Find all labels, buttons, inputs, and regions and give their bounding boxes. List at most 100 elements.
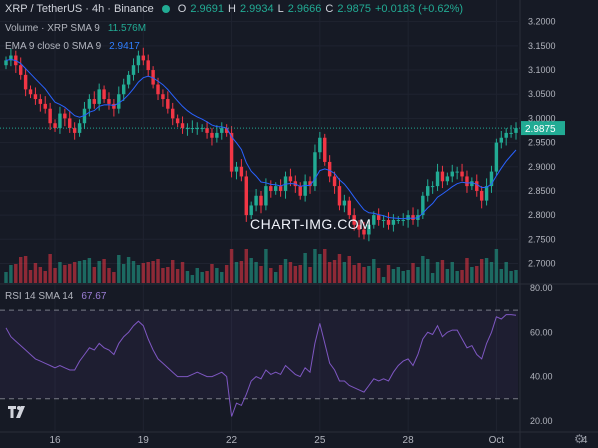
- candle-body: [48, 108, 52, 124]
- volume-bar: [440, 260, 445, 283]
- volume-bar: [509, 271, 513, 283]
- volume-bar: [259, 266, 263, 283]
- candle-body: [411, 215, 415, 220]
- candle-body: [77, 123, 82, 133]
- price-tick-label: 3.1000: [528, 65, 556, 75]
- candle-body: [195, 128, 199, 130]
- volume-bar: [347, 256, 351, 283]
- volume-bar: [234, 262, 239, 283]
- volume-bar: [92, 267, 96, 283]
- candle-body: [161, 94, 165, 100]
- rsi-label: RSI 14 SMA 14: [5, 291, 74, 302]
- rsi-value: 67.67: [81, 291, 107, 302]
- gear-icon[interactable]: ⚙: [574, 432, 585, 446]
- candle-body: [430, 186, 435, 188]
- candle-body: [489, 171, 494, 187]
- candle-body: [509, 132, 513, 134]
- candle-body: [33, 94, 38, 100]
- candle-body: [254, 195, 258, 206]
- candle-body: [220, 128, 224, 133]
- candle-body: [4, 60, 8, 66]
- candle-body: [205, 128, 209, 133]
- high-label: H: [228, 3, 236, 15]
- candle-body: [18, 65, 23, 75]
- symbol-title[interactable]: XRP / TetherUS · 4h · Binance: [5, 3, 154, 15]
- ema-legend[interactable]: EMA 9 close 0 SMA 9 2.9417: [5, 41, 140, 52]
- volume-bar: [136, 265, 141, 283]
- candle-body: [141, 55, 146, 61]
- volume-bar: [313, 249, 317, 283]
- rsi-band: [0, 310, 518, 399]
- candle-body: [264, 186, 268, 206]
- candle-body: [332, 176, 337, 187]
- price-tick-label: 2.9000: [528, 162, 556, 172]
- price-tick-label: 3.0000: [528, 113, 556, 123]
- volume-bar: [107, 268, 111, 283]
- high-value: 2.9934: [239, 3, 274, 15]
- candle-body: [391, 219, 396, 225]
- candle-body: [58, 113, 62, 129]
- volume-bar: [484, 258, 489, 283]
- volume-bar: [269, 268, 273, 283]
- candle-body: [87, 99, 92, 109]
- volume-bar: [151, 261, 155, 283]
- volume-bar: [499, 269, 504, 283]
- time-tick-label: 28: [403, 435, 415, 446]
- volume-bar: [175, 269, 180, 283]
- volume-legend[interactable]: Volume · XRP SMA 9 11.576M: [5, 23, 146, 34]
- rsi-tick-label: 20.00: [530, 416, 553, 426]
- candle-body: [308, 181, 312, 187]
- candle-body: [107, 99, 111, 104]
- tradingview-logo-icon[interactable]: [8, 405, 28, 419]
- volume-bar: [131, 261, 136, 283]
- candle-body: [229, 132, 234, 172]
- candle-body: [9, 55, 13, 61]
- rsi-legend[interactable]: RSI 14 SMA 14 67.67: [5, 291, 106, 302]
- candle-body: [396, 219, 401, 221]
- candle-body: [357, 224, 361, 230]
- volume-bar: [327, 262, 332, 283]
- volume-bar: [435, 262, 440, 283]
- volume-bar: [210, 264, 214, 283]
- candle-body: [234, 166, 239, 172]
- volume-bar: [455, 271, 459, 283]
- candle-body: [372, 215, 376, 225]
- volume-bar: [224, 265, 229, 283]
- volume-bar: [337, 254, 342, 283]
- volume-bar: [362, 267, 366, 283]
- last-price-tag: [521, 121, 565, 136]
- candle-body: [303, 181, 307, 196]
- ema-value: 2.9417: [109, 41, 140, 52]
- candle-body: [166, 99, 170, 109]
- candle-body: [210, 132, 214, 138]
- candle-body: [53, 123, 57, 129]
- candle-body: [347, 200, 351, 216]
- open-value: 2.9691: [190, 3, 224, 15]
- candle-body: [381, 219, 386, 221]
- volume-bar: [14, 264, 18, 283]
- volume-bar: [244, 249, 249, 283]
- volume-bar: [4, 272, 8, 283]
- volume-bar: [33, 263, 38, 283]
- candle-body: [460, 171, 464, 177]
- candle-body: [156, 84, 160, 95]
- volume-bar: [298, 265, 302, 283]
- candle-body: [151, 70, 155, 85]
- candle-body: [327, 161, 332, 177]
- price-tick-label: 2.7000: [528, 258, 556, 268]
- volume-bar: [426, 259, 430, 283]
- volume-bar: [229, 249, 234, 283]
- volume-bar: [514, 270, 518, 283]
- open-label: O: [177, 3, 187, 15]
- volume-bar: [332, 260, 337, 283]
- candle-body: [23, 74, 28, 90]
- time-tick-label: 22: [226, 435, 238, 446]
- volume-bar: [161, 268, 165, 283]
- candle-body: [499, 137, 504, 143]
- candle-body: [479, 190, 484, 201]
- volume-bar: [254, 262, 258, 283]
- candle-body: [367, 224, 371, 235]
- candle-body: [455, 171, 459, 173]
